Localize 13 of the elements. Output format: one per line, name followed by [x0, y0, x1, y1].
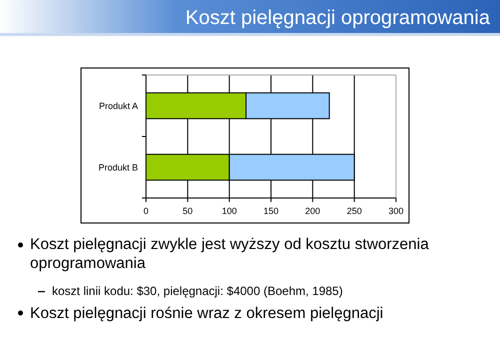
- text: koszt linii kodu: $30, pielęgnacji: $4000 (Boehm, 1985): [52, 284, 343, 298]
- y-tick-label: Produkt A: [98, 100, 138, 111]
- chart-title: Koszt pielęgnacji oprogramowania: [185, 7, 491, 29]
- x-tick-label: 250: [346, 206, 362, 216]
- text: Koszt pielęgnacji zwykle jest wyższy od kosztu stworzenia oprogramowania: [30, 235, 430, 273]
- x-tick-label: 200: [305, 206, 320, 216]
- x-tick-label: 50: [182, 206, 193, 216]
- y-tick-label: Produkt B: [98, 162, 138, 172]
- x-tick-label: 300: [388, 206, 404, 216]
- x-tick-label: 150: [263, 206, 279, 216]
- x-tick-label: 0: [143, 206, 149, 216]
- text: Koszt pielęgnacji rośnie wraz z okresem pielęgnacji: [30, 305, 384, 322]
- x-tick-label: 100: [222, 206, 237, 216]
